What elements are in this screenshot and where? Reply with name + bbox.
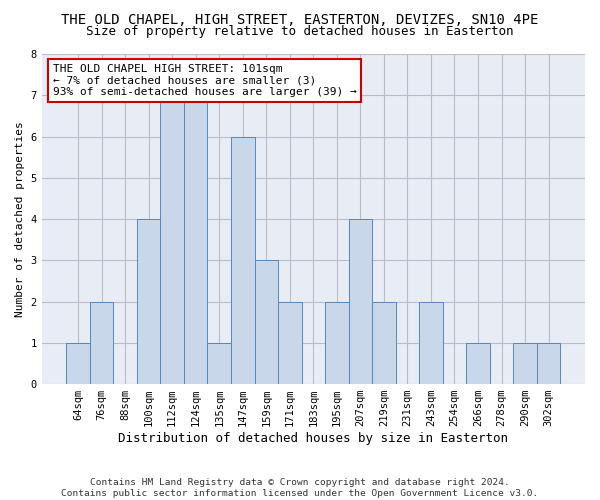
Bar xyxy=(90,302,113,384)
Bar xyxy=(278,302,302,384)
Bar xyxy=(419,302,443,384)
Bar xyxy=(160,96,184,384)
X-axis label: Distribution of detached houses by size in Easterton: Distribution of detached houses by size … xyxy=(118,432,508,445)
Bar xyxy=(184,96,208,384)
Text: Size of property relative to detached houses in Easterton: Size of property relative to detached ho… xyxy=(86,25,514,38)
Bar xyxy=(67,343,90,384)
Bar xyxy=(349,219,372,384)
Y-axis label: Number of detached properties: Number of detached properties xyxy=(15,121,25,317)
Bar xyxy=(466,343,490,384)
Bar xyxy=(137,219,160,384)
Text: THE OLD CHAPEL HIGH STREET: 101sqm
← 7% of detached houses are smaller (3)
93% o: THE OLD CHAPEL HIGH STREET: 101sqm ← 7% … xyxy=(53,64,356,97)
Bar xyxy=(231,136,254,384)
Bar xyxy=(254,260,278,384)
Bar xyxy=(372,302,395,384)
Bar xyxy=(208,343,231,384)
Text: THE OLD CHAPEL, HIGH STREET, EASTERTON, DEVIZES, SN10 4PE: THE OLD CHAPEL, HIGH STREET, EASTERTON, … xyxy=(61,12,539,26)
Bar xyxy=(537,343,560,384)
Text: Contains HM Land Registry data © Crown copyright and database right 2024.
Contai: Contains HM Land Registry data © Crown c… xyxy=(61,478,539,498)
Bar xyxy=(513,343,537,384)
Bar xyxy=(325,302,349,384)
